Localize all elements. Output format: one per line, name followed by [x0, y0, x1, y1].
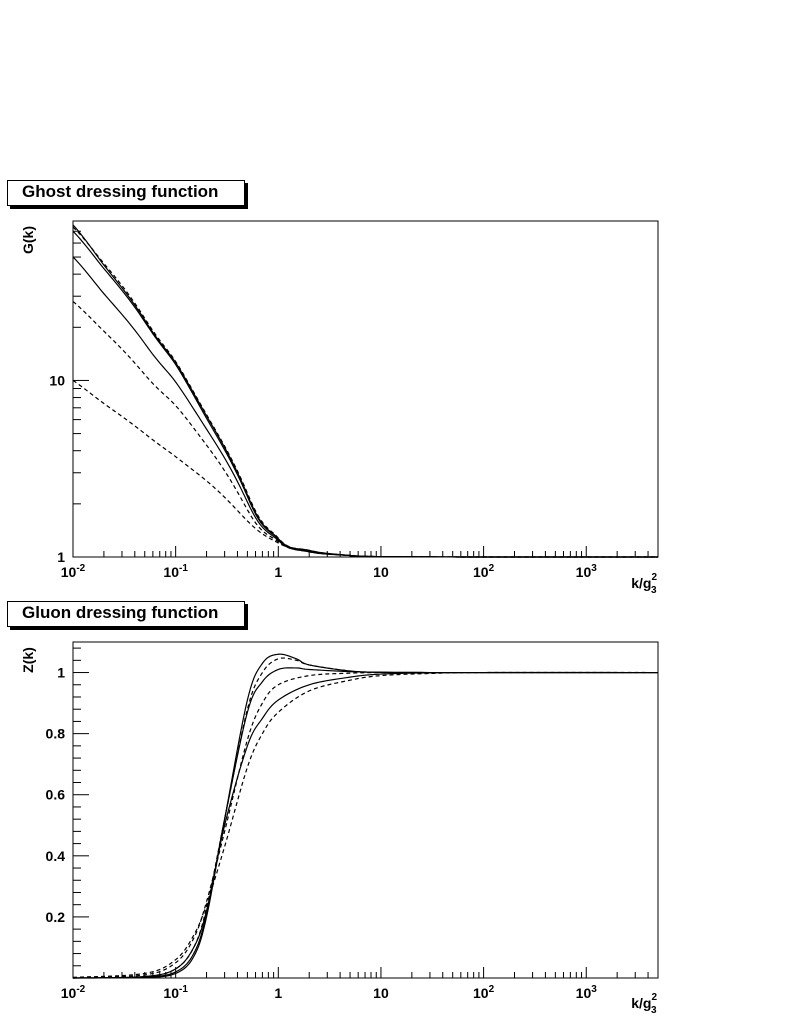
ghost-x-tick-label: 1 — [274, 564, 282, 580]
gluon-x-tick-label: 1 — [274, 985, 282, 1001]
gluon-y-axis-label: Z(k) — [20, 647, 36, 673]
gluon-y-tick-label: 0.2 — [46, 909, 66, 925]
ghost-x-tick-label: 10 — [373, 564, 389, 580]
ghost-series-3-solid — [72, 256, 658, 558]
gluon-chart-title: Gluon dressing function — [7, 601, 245, 627]
gluon-plot-panel: 10-2 10-1 1 10 102 103 0.2 0.4 0.6 0.8 1 k/g2 3 Z(k) — [20, 641, 659, 1016]
gluon-y-tick-label: 1 — [57, 665, 65, 681]
ghost-chart-title: Ghost dressing function — [7, 180, 245, 206]
gluon-series-1-solid — [72, 653, 658, 979]
gluon-series-4-dashed — [72, 657, 658, 979]
gluon-series-2-solid — [72, 667, 658, 979]
gluon-series-6-dashed — [72, 671, 659, 978]
gluon-plot-frame — [72, 641, 659, 979]
ghost-y-tick-label: 10 — [49, 372, 65, 388]
ghost-y-axis-label: G(k) — [20, 226, 36, 254]
ghost-x-tick-label: 102 — [473, 563, 495, 580]
ghost-x-tick-label: 10-2 — [61, 563, 86, 580]
ghost-plot-frame — [72, 220, 659, 558]
gluon-y-tick-label: 0.6 — [46, 787, 66, 803]
gluon-x-tick-label: 10-2 — [61, 984, 86, 1001]
ghost-x-tick-label: 103 — [576, 563, 598, 580]
gluon-y-tick-label: 0.8 — [46, 726, 66, 742]
ghost-x-tick-label: 10-1 — [163, 563, 188, 580]
ghost-x-axis-label: k/g2 3 — [631, 572, 657, 596]
gluon-x-tick-label: 10-1 — [163, 984, 188, 1001]
gluon-y-tick-label: 0.4 — [46, 848, 66, 864]
gluon-x-tick-label: 102 — [473, 984, 495, 1001]
ghost-plot-panel: 10-2 10-1 1 10 102 103 1 10 k/g2 3 G(k) — [20, 220, 659, 596]
ghost-series-5-dashed — [72, 301, 658, 558]
gluon-x-tick-label: 103 — [576, 984, 598, 1001]
ghost-series-6-dashed — [72, 379, 658, 558]
ghost-y-tick-label: 1 — [57, 549, 65, 565]
gluon-x-axis-label: k/g2 3 — [631, 992, 657, 1016]
gluon-series-3-solid — [72, 671, 659, 979]
ghost-series-2-solid — [72, 230, 658, 558]
gluon-series-5-dashed — [72, 671, 658, 979]
ghost-series-1-solid — [72, 224, 658, 558]
gluon-x-tick-label: 10 — [373, 985, 389, 1001]
